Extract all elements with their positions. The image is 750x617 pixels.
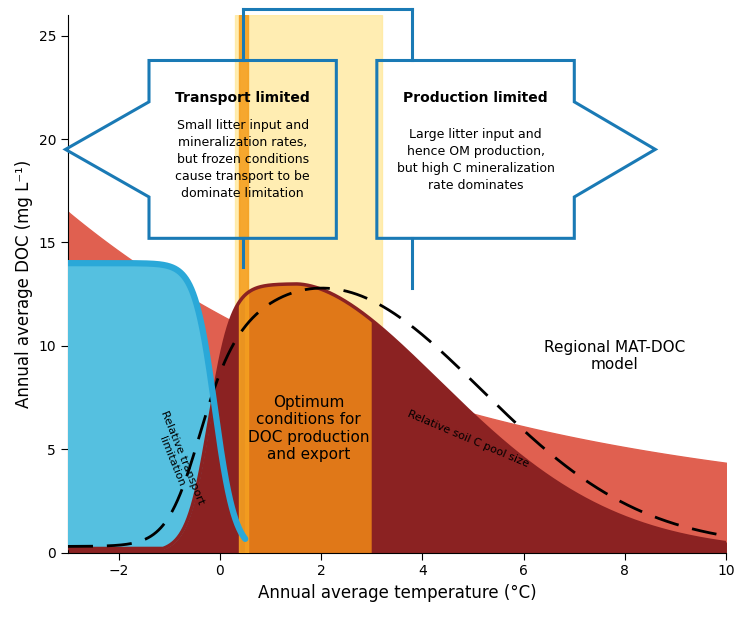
Text: Relative transport
limitation: Relative transport limitation: [148, 409, 206, 510]
Text: Small litter input and
mineralization rates,
but frozen conditions
cause transpo: Small litter input and mineralization ra…: [176, 119, 310, 201]
Text: Transport limited: Transport limited: [176, 91, 310, 105]
Text: Production limited: Production limited: [404, 91, 548, 105]
Text: Relative soil C pool size: Relative soil C pool size: [406, 408, 530, 469]
Text: Large litter input and
hence OM production,
but high C mineralization
rate domin: Large litter input and hence OM producti…: [397, 128, 554, 192]
Text: Regional MAT-DOC
model: Regional MAT-DOC model: [544, 340, 686, 373]
Y-axis label: Annual average DOC (mg L⁻¹): Annual average DOC (mg L⁻¹): [15, 160, 33, 408]
Bar: [235, 15, 382, 553]
Text: Optimum
conditions for
DOC production
and export: Optimum conditions for DOC production an…: [248, 395, 369, 462]
Bar: [239, 15, 248, 553]
X-axis label: Annual average temperature (°C): Annual average temperature (°C): [258, 584, 536, 602]
